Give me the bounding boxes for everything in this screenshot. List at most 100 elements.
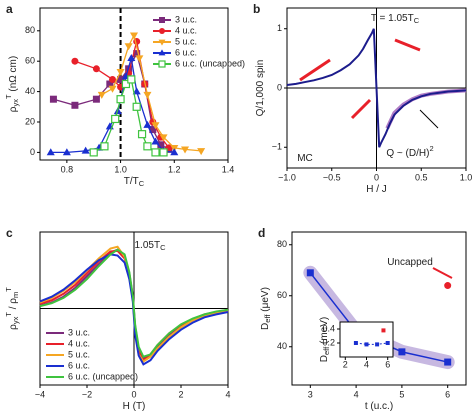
y-axis-label-part: m	[11, 292, 20, 298]
y-axis-label: Deff (meV)	[319, 317, 331, 362]
panel-letter: c	[6, 226, 13, 240]
annotation: 1.05TC	[135, 240, 167, 252]
marker	[151, 148, 160, 157]
x-tick-label: 0	[374, 172, 379, 182]
marker	[92, 65, 100, 73]
x-tick-label: 1.0	[114, 164, 127, 174]
marker	[111, 114, 120, 124]
x-tick-label: −2	[82, 389, 92, 399]
legend-label: 6 u.c. (uncapped)	[175, 58, 245, 68]
y-axis-label: ρyxT (nΩ cm)	[4, 56, 20, 112]
y-tick-label: 40	[25, 86, 35, 96]
annotation: MC	[297, 153, 313, 164]
marker	[143, 91, 152, 99]
marker	[353, 341, 358, 345]
x-tick-label: 4	[354, 389, 359, 399]
y-axis-label-part: ρ	[8, 106, 19, 112]
marker	[385, 341, 390, 345]
x-axis-label: t (u.c.)	[365, 401, 393, 412]
marker	[117, 75, 125, 83]
marker	[158, 39, 166, 46]
x-axis-label-part: C	[139, 179, 145, 188]
plot-frame	[39, 7, 229, 161]
marker	[444, 282, 452, 290]
series-line	[355, 342, 388, 345]
marker	[81, 146, 90, 154]
marker	[121, 79, 131, 89]
legend-label: 6 u.c.	[175, 47, 197, 57]
y-axis-label: Q/1,000 spin	[255, 60, 266, 117]
annotation: T = 1.05TC	[371, 13, 420, 25]
annotation-part: C	[414, 16, 420, 25]
legend-label: 3 u.c.	[175, 14, 197, 24]
marker	[149, 126, 157, 134]
arrow	[394, 38, 421, 52]
marker	[197, 148, 206, 156]
x-axis-label-part: H / J	[366, 184, 387, 195]
x-axis-label-part: T/T	[124, 176, 139, 187]
series-line	[286, 28, 467, 148]
marker	[364, 342, 369, 347]
marker	[89, 148, 98, 157]
marker	[100, 142, 109, 151]
marker	[151, 122, 160, 130]
y-tick-label: 0	[30, 147, 35, 157]
marker	[135, 55, 144, 63]
panel-letter: b	[253, 2, 260, 16]
y-tick-label: −1	[272, 142, 282, 152]
x-tick-label: 6	[445, 389, 450, 399]
x-axis-label-part: H (T)	[123, 401, 146, 412]
marker	[381, 328, 386, 333]
y-axis-label-part: T	[4, 94, 13, 99]
x-tick-label: 0.8	[61, 164, 74, 174]
marker	[106, 80, 114, 88]
y-tick-label: 1	[277, 23, 282, 33]
annotation: Uncapped	[387, 257, 433, 268]
annotation: Q ~ (D/H)2	[386, 144, 433, 159]
series-line	[39, 248, 229, 358]
x-tick-label: 2	[178, 389, 183, 399]
marker	[158, 49, 166, 56]
marker	[158, 60, 166, 68]
annotation-part: Uncapped	[387, 257, 433, 268]
arrow	[299, 58, 331, 82]
legend-label: 4 u.c.	[175, 25, 197, 35]
x-axis-label: H / J	[366, 184, 387, 195]
y-axis-label-part: eff	[322, 346, 331, 355]
marker	[181, 146, 190, 154]
marker	[143, 142, 152, 151]
marker	[159, 28, 165, 34]
x-tick-label: 3	[308, 389, 313, 399]
y-axis-label-part: T	[4, 287, 13, 292]
y-tick-label: 80	[25, 25, 35, 35]
marker	[129, 32, 139, 40]
marker	[97, 91, 106, 99]
x-axis-label: T/TC	[124, 176, 145, 188]
y-axis-label-part: (μeV)	[260, 287, 271, 314]
marker	[159, 134, 168, 142]
x-tick-label: 4	[364, 359, 369, 369]
x-tick-label: 1.0	[460, 172, 473, 182]
arrow	[419, 109, 439, 129]
annotation-part: MC	[297, 153, 313, 164]
legend-label: 5 u.c.	[68, 349, 90, 359]
marker	[157, 141, 165, 149]
y-axis-label-part: Q/1,000 spin	[255, 60, 266, 117]
y-axis-label: ρyxT / ρmT	[4, 287, 20, 330]
marker	[108, 85, 117, 93]
panel-letter: d	[258, 226, 265, 240]
marker	[143, 120, 152, 128]
marker	[127, 75, 136, 84]
x-tick-label: 0.5	[415, 172, 428, 182]
x-tick-label: 6	[385, 359, 390, 369]
y-tick-label: 0.4	[322, 323, 335, 333]
panel-letter: a	[6, 2, 13, 16]
annotation-part: 2	[429, 144, 433, 153]
y-tick-label: 20	[25, 116, 35, 126]
marker	[133, 50, 141, 58]
x-axis-label: H (T)	[123, 401, 146, 412]
y-axis-label-part: D	[319, 355, 330, 362]
y-tick-label: 60	[277, 290, 287, 300]
marker	[71, 57, 79, 65]
